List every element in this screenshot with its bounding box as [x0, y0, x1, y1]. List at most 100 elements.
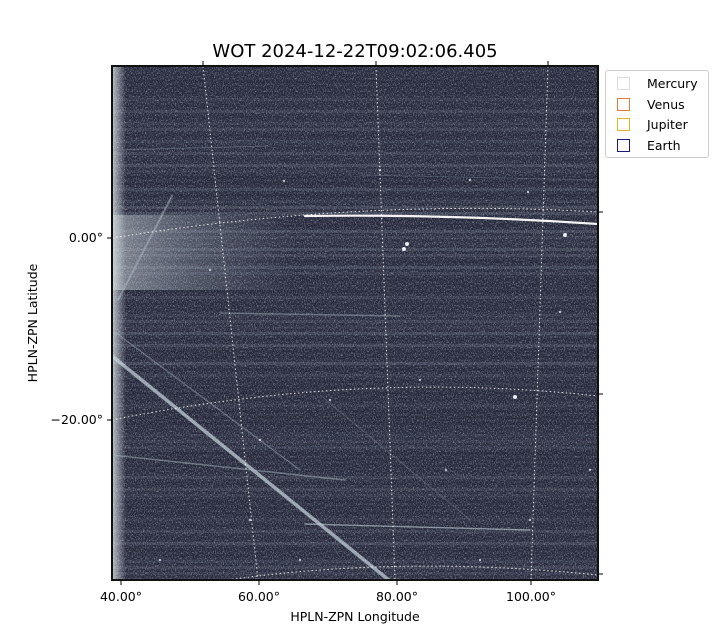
- grid-line: [375, 66, 396, 580]
- texture-band: [112, 518, 598, 521]
- texture-band: [112, 86, 598, 89]
- texture-band: [112, 92, 598, 95]
- texture-band: [112, 500, 598, 503]
- star: [558, 310, 562, 314]
- x-tick-label: 100.00°: [506, 589, 556, 604]
- texture-band: [112, 410, 598, 413]
- diffuse-glow: [112, 215, 412, 290]
- texture-band: [112, 428, 598, 431]
- texture-band: [112, 482, 598, 485]
- texture-band: [112, 164, 598, 167]
- legend-item-venus: Venus: [617, 96, 685, 112]
- star: [402, 247, 406, 251]
- star: [258, 438, 262, 442]
- texture-band: [112, 98, 598, 101]
- texture-band: [112, 542, 598, 545]
- texture-band: [112, 362, 598, 365]
- texture-band: [112, 80, 598, 83]
- texture-band: [112, 356, 598, 359]
- texture-band: [112, 530, 598, 533]
- texture-band: [112, 290, 598, 293]
- plot-frame: [111, 65, 599, 581]
- texture-band: [112, 128, 598, 131]
- texture-band: [112, 206, 598, 209]
- light-streak: [117, 195, 173, 301]
- texture-band: [112, 554, 598, 557]
- star: [298, 558, 302, 562]
- texture-band: [112, 392, 598, 395]
- legend-swatch-earth: [617, 138, 630, 152]
- grid-line: [112, 207, 598, 239]
- texture-band: [112, 488, 598, 491]
- legend-swatch-venus: [617, 97, 630, 111]
- star: [468, 178, 472, 182]
- legend-swatch-jupiter: [617, 117, 630, 131]
- legend-label-earth: Earth: [647, 137, 681, 153]
- legend-label-mercury: Mercury: [647, 75, 698, 91]
- star: [418, 378, 422, 382]
- x-tick-label: 60.00°: [238, 589, 280, 604]
- star: [444, 468, 448, 472]
- texture-band: [112, 470, 598, 473]
- texture-band: [112, 452, 598, 455]
- texture-band: [112, 506, 598, 509]
- light-streaks: [112, 145, 598, 580]
- texture-band: [112, 140, 598, 143]
- image-noise: [112, 66, 598, 580]
- texture-band: [112, 212, 598, 215]
- x-axis-label: HPLN-ZPN Longitude: [290, 609, 420, 624]
- texture-band: [112, 440, 598, 443]
- texture-band: [112, 110, 598, 113]
- star: [513, 395, 517, 399]
- texture-band: [112, 68, 598, 71]
- texture-band: [112, 170, 598, 173]
- texture-band: [112, 188, 598, 191]
- x-tick-label: 40.00°: [100, 589, 142, 604]
- star: [526, 190, 530, 194]
- y-ticks: 0.00° −20.00°: [50, 230, 112, 427]
- star: [588, 468, 592, 472]
- star: [248, 518, 252, 522]
- texture-band: [112, 152, 598, 155]
- texture-band: [112, 320, 598, 323]
- legend-item-mercury: Mercury: [617, 75, 698, 91]
- legend-item-earth: Earth: [617, 137, 681, 153]
- texture-band: [112, 386, 598, 389]
- light-streak: [112, 145, 271, 151]
- star: [405, 242, 409, 246]
- texture-band: [112, 446, 598, 449]
- texture-band: [112, 104, 598, 107]
- star: [528, 518, 532, 522]
- texture-band: [112, 146, 598, 149]
- light-streak: [303, 214, 598, 226]
- right-ticks: [598, 211, 603, 575]
- legend-label-venus: Venus: [647, 96, 685, 112]
- texture-band: [112, 476, 598, 479]
- light-streak: [359, 174, 598, 181]
- light-streak: [112, 329, 301, 471]
- chart-title: WOT 2024-12-22T09:02:06.405: [212, 41, 497, 62]
- texture-band: [112, 116, 598, 119]
- x-tick-label: 80.00°: [376, 589, 418, 604]
- light-streak: [112, 454, 346, 481]
- texture-band: [112, 572, 598, 575]
- texture-band: [112, 158, 598, 161]
- texture-band: [112, 374, 598, 377]
- texture-band: [112, 416, 598, 419]
- texture-band: [112, 176, 598, 179]
- texture-band: [112, 74, 598, 77]
- light-streak: [219, 312, 401, 317]
- texture-band: [112, 422, 598, 425]
- y-tick-label: −20.00°: [50, 412, 103, 427]
- texture-band: [112, 344, 598, 347]
- texture-band: [112, 194, 598, 197]
- star: [328, 398, 332, 402]
- texture-band: [112, 332, 598, 335]
- texture-band: [112, 458, 598, 461]
- texture-band: [112, 494, 598, 497]
- legend-swatch-mercury: [617, 76, 630, 90]
- legend-item-jupiter: Jupiter: [617, 116, 688, 132]
- texture-band: [112, 566, 598, 569]
- star-field: [158, 168, 592, 562]
- texture-band: [112, 512, 598, 515]
